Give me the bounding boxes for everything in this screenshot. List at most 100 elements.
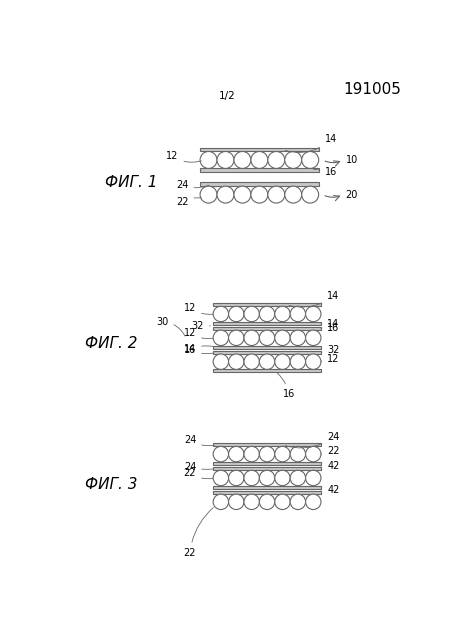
Bar	[213, 322, 320, 324]
Text: 24: 24	[184, 462, 212, 472]
Bar	[213, 303, 320, 307]
Bar	[213, 444, 320, 447]
Text: 14: 14	[320, 319, 339, 329]
Circle shape	[259, 494, 274, 509]
Text: 16: 16	[184, 345, 212, 355]
Circle shape	[274, 494, 290, 509]
Circle shape	[305, 330, 320, 346]
Text: ФИГ. 2: ФИГ. 2	[84, 336, 137, 351]
Circle shape	[305, 470, 320, 486]
Circle shape	[213, 307, 228, 322]
Circle shape	[290, 307, 305, 322]
Circle shape	[250, 186, 267, 203]
Circle shape	[274, 470, 290, 486]
Circle shape	[213, 447, 228, 462]
Text: 16: 16	[276, 372, 294, 399]
Text: 24: 24	[285, 432, 339, 448]
Circle shape	[200, 152, 216, 168]
Circle shape	[259, 354, 274, 369]
Circle shape	[228, 494, 244, 509]
Circle shape	[284, 152, 301, 168]
Text: 16: 16	[313, 167, 336, 177]
Circle shape	[290, 470, 305, 486]
Text: 12: 12	[184, 303, 212, 314]
Bar	[213, 486, 320, 489]
Text: 12: 12	[166, 151, 201, 162]
Text: 12: 12	[184, 328, 212, 339]
Circle shape	[228, 447, 244, 462]
Text: 14: 14	[288, 291, 339, 307]
Text: 22: 22	[320, 446, 339, 456]
Text: 14: 14	[184, 344, 212, 355]
Text: 12: 12	[320, 354, 339, 364]
Text: 42: 42	[320, 461, 339, 471]
Text: ФИГ. 1: ФИГ. 1	[105, 175, 157, 190]
Bar	[200, 182, 318, 186]
Circle shape	[244, 470, 259, 486]
Circle shape	[244, 447, 259, 462]
Text: 191005: 191005	[342, 82, 400, 97]
Text: 30: 30	[156, 317, 184, 336]
Circle shape	[228, 470, 244, 486]
Bar	[213, 462, 320, 465]
Bar	[200, 148, 318, 152]
Circle shape	[305, 494, 320, 509]
Circle shape	[216, 186, 234, 203]
Text: 24: 24	[176, 180, 209, 190]
Bar	[213, 327, 320, 330]
Text: 32: 32	[320, 345, 339, 355]
Text: 16: 16	[320, 323, 339, 333]
Circle shape	[213, 354, 228, 369]
Circle shape	[244, 307, 259, 322]
Bar	[213, 346, 320, 349]
Circle shape	[301, 152, 318, 168]
Bar	[213, 491, 320, 494]
Text: 20: 20	[345, 189, 357, 200]
Circle shape	[200, 186, 216, 203]
Text: 14: 14	[285, 134, 336, 152]
Bar	[213, 351, 320, 354]
Text: 22: 22	[175, 197, 201, 207]
Circle shape	[234, 152, 250, 168]
Circle shape	[259, 330, 274, 346]
Circle shape	[290, 354, 305, 369]
Circle shape	[274, 330, 290, 346]
Circle shape	[305, 307, 320, 322]
Text: 1/2: 1/2	[218, 91, 235, 101]
Text: 24: 24	[184, 435, 214, 445]
Circle shape	[274, 307, 290, 322]
Circle shape	[228, 330, 244, 346]
Circle shape	[290, 447, 305, 462]
Circle shape	[250, 152, 267, 168]
Circle shape	[305, 447, 320, 462]
Circle shape	[216, 152, 234, 168]
Circle shape	[267, 152, 284, 168]
Circle shape	[274, 354, 290, 369]
Circle shape	[305, 354, 320, 369]
Circle shape	[290, 330, 305, 346]
Text: 22: 22	[183, 468, 212, 479]
Text: 22: 22	[183, 508, 213, 557]
Bar	[213, 369, 320, 372]
Circle shape	[259, 470, 274, 486]
Text: 42: 42	[320, 485, 339, 495]
Circle shape	[244, 354, 259, 369]
Circle shape	[213, 330, 228, 346]
Text: 32: 32	[191, 321, 210, 331]
Circle shape	[244, 494, 259, 509]
Text: ФИГ. 3: ФИГ. 3	[84, 477, 137, 492]
Circle shape	[228, 307, 244, 322]
Circle shape	[274, 447, 290, 462]
Circle shape	[290, 494, 305, 509]
Circle shape	[267, 186, 284, 203]
Bar	[213, 467, 320, 470]
Text: 10: 10	[345, 155, 357, 165]
Circle shape	[259, 307, 274, 322]
Circle shape	[284, 186, 301, 203]
Circle shape	[213, 470, 228, 486]
Circle shape	[301, 186, 318, 203]
Circle shape	[228, 354, 244, 369]
Circle shape	[259, 447, 274, 462]
Circle shape	[234, 186, 250, 203]
Circle shape	[213, 494, 228, 509]
